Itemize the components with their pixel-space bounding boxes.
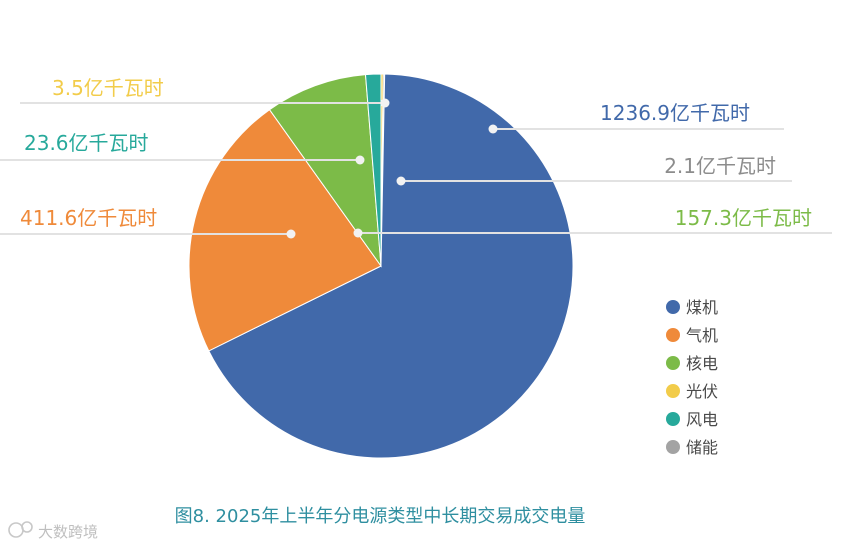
slice-wind <box>364 73 382 267</box>
chart-caption: 图8. 2025年上半年分电源类型中长期交易成交电量 <box>175 506 586 527</box>
slice-nuclear <box>268 74 382 268</box>
legend-marker-storage <box>666 440 680 454</box>
legend-label-wind: 风电 <box>686 410 718 429</box>
leader-dot-solar <box>380 98 390 108</box>
legend-marker-coal <box>666 300 680 314</box>
legend-marker-solar <box>666 384 680 398</box>
watermark-logo-icon <box>8 521 33 538</box>
legend-label-solar: 光伏 <box>686 382 718 401</box>
leader-dot-wind <box>355 155 365 165</box>
legend-marker-gas <box>666 328 680 342</box>
label-wind: 23.6亿千瓦时 <box>24 131 149 155</box>
pie-slices <box>188 73 574 459</box>
legend-marker-nuclear <box>666 356 680 370</box>
slice-coal <box>208 73 574 459</box>
leader-dot-storage <box>396 176 406 186</box>
legend-marker-wind <box>666 412 680 426</box>
legend-label-coal: 煤机 <box>686 298 718 317</box>
label-storage: 2.1亿千瓦时 <box>664 154 776 178</box>
legend-label-nuclear: 核电 <box>686 354 718 373</box>
legend-label-storage: 储能 <box>686 438 718 457</box>
leader-dot-coal <box>488 124 498 134</box>
legend: 煤机 气机 核电 光伏 风电 储能 <box>666 298 718 457</box>
label-solar: 3.5亿千瓦时 <box>52 76 164 100</box>
label-coal: 1236.9亿千瓦时 <box>600 101 750 125</box>
leader-lines <box>0 98 832 239</box>
watermark-text: 大数跨境 <box>38 523 98 541</box>
leader-dot-gas <box>286 229 296 239</box>
legend-label-gas: 气机 <box>686 326 718 345</box>
label-nuclear: 157.3亿千瓦时 <box>675 206 812 230</box>
slice-gas <box>188 108 382 352</box>
label-gas: 411.6亿千瓦时 <box>20 206 157 230</box>
leader-dot-nuclear <box>353 228 363 238</box>
data-labels: 3.5亿千瓦时 23.6亿千瓦时 411.6亿千瓦时 1236.9亿千瓦时 2.… <box>20 76 812 230</box>
watermark: 大数跨境 <box>8 521 98 541</box>
